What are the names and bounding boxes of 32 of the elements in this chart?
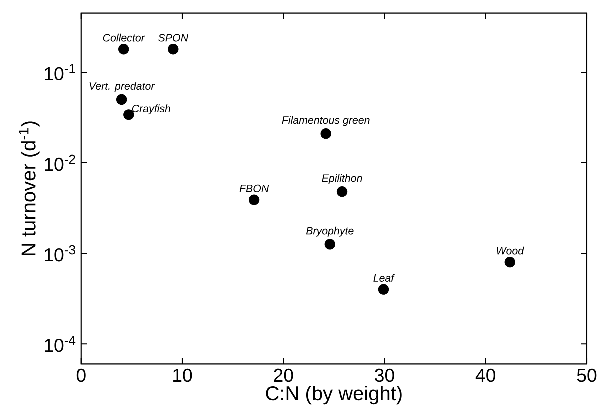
point (168, 44, 179, 55)
x-tick-label: 0 (76, 368, 86, 382)
x-tick-label: 30 (375, 368, 394, 382)
annotation: Wood (497, 246, 524, 255)
x-tick-label: 40 (476, 368, 496, 382)
annotation: Vert. predator (90, 82, 156, 92)
y-axis-title: N turnover (d$^{-1}$) (19, 122, 40, 256)
point (248, 194, 260, 206)
point (116, 94, 128, 105)
point (320, 128, 332, 140)
point (118, 44, 130, 55)
annotation: Epilithon (322, 174, 362, 184)
x-axis-title: C:N (by weight) (266, 386, 402, 404)
y-tick-label: 10$^{-2}$ (45, 154, 76, 172)
y-tick-label: 10$^{-3}$ (45, 245, 76, 262)
x-tick-label: 20 (274, 368, 294, 382)
point (124, 109, 134, 120)
point (336, 186, 348, 198)
annotation: Crayfish (132, 104, 170, 115)
annotation: SPON (158, 34, 189, 42)
point (378, 284, 390, 295)
point (324, 239, 336, 250)
x-tick-label: 50 (577, 368, 597, 382)
y-tick-label: 10$^{-4}$ (45, 336, 76, 352)
annotation: Bryophyte (306, 226, 354, 237)
y-tick-label: 10$^{-1}$ (45, 64, 76, 80)
point (504, 256, 516, 268)
annotation: FBON (240, 184, 270, 192)
annotation: Filamentous green (282, 116, 370, 126)
annotation: Leaf (374, 274, 396, 282)
x-tick-label: 10 (174, 368, 192, 382)
annotation: Collector (103, 34, 146, 42)
